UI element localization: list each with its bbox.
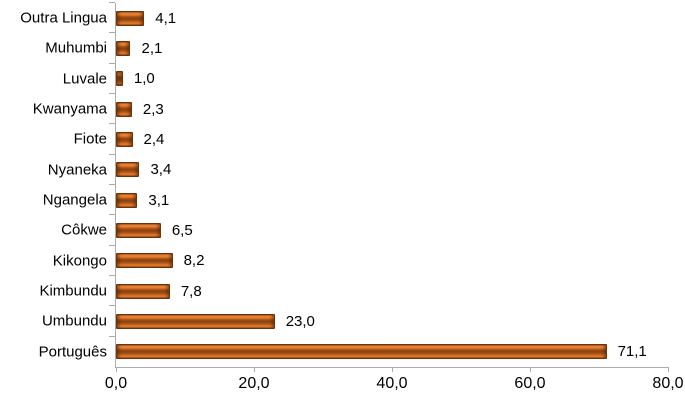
x-axis-tick [668, 367, 669, 372]
value-label: 23,0 [285, 312, 315, 330]
bar [116, 162, 140, 178]
category-label: Luvale [62, 70, 107, 88]
value-label: 2,3 [142, 100, 164, 118]
bar [116, 101, 132, 117]
bar-row: Kimbundu 7,8 [39, 274, 668, 306]
bar-row: Nyaneka 3,4 [48, 153, 668, 185]
category-label: Kwanyama [32, 100, 107, 118]
value-label: 2,4 [143, 130, 165, 148]
value-label: 4,1 [155, 9, 177, 27]
category-label: Umbundu [41, 312, 107, 330]
bar-row: Kikongo 8,2 [53, 244, 668, 276]
bar [116, 10, 145, 26]
bar-row: Umbundu 23,0 [42, 305, 668, 336]
bar [116, 40, 131, 56]
x-axis-tick-label: 80,0 [652, 375, 684, 392]
value-label: 8,2 [183, 252, 205, 270]
bar [116, 131, 133, 147]
bar [116, 283, 170, 299]
bar [116, 222, 161, 238]
value-label: 3,4 [150, 161, 172, 179]
category-label: Nyaneka [47, 161, 107, 179]
bar [116, 71, 123, 87]
bar-row: Outra Lingua 4,1 [20, 1, 668, 33]
bar-row: Português 71,1 [39, 335, 668, 367]
category-label: Côkwe [61, 221, 107, 239]
category-label: Kikongo [52, 252, 107, 270]
plot-area: Outra Lingua 4,1 Muhumbi 2,1 Luvale 1,0 Kwanya… [20, 1, 684, 392]
value-label: 2,1 [141, 39, 163, 57]
bar [116, 344, 607, 360]
category-label: Muhumbi [45, 39, 107, 57]
bar-row: Côkwe 6,5 [61, 214, 668, 245]
bar [116, 192, 138, 208]
category-label: Outra Lingua [20, 9, 107, 27]
bar-row: Luvale 1,0 [63, 62, 668, 94]
category-label: Fiote [73, 130, 107, 148]
bar [116, 313, 275, 329]
x-axis-tick-label: 20,0 [238, 375, 270, 392]
x-axis-tick [116, 367, 117, 372]
value-label: 71,1 [617, 343, 647, 361]
value-label: 1,0 [133, 70, 155, 88]
bar-row: Ngangela 3,1 [43, 183, 668, 215]
bar-row: Fiote 2,4 [74, 123, 668, 154]
x-axis-tick [530, 367, 531, 372]
x-axis-tick-label: 60,0 [514, 375, 546, 392]
value-label: 7,8 [180, 282, 202, 300]
x-axis-tick-label: 0,0 [104, 375, 128, 392]
x-axis-tick [254, 367, 255, 372]
x-axis-tick [392, 367, 393, 372]
category-label: Português [38, 343, 107, 361]
bar [116, 253, 173, 269]
bar-row: Kwanyama 2,3 [33, 92, 668, 124]
value-label: 6,5 [171, 221, 193, 239]
value-label: 3,1 [148, 191, 170, 209]
category-label: Ngangela [42, 191, 107, 209]
category-label: Kimbundu [39, 282, 107, 300]
bar-row: Muhumbi 2,1 [45, 32, 668, 63]
x-axis-tick-label: 40,0 [376, 375, 408, 392]
